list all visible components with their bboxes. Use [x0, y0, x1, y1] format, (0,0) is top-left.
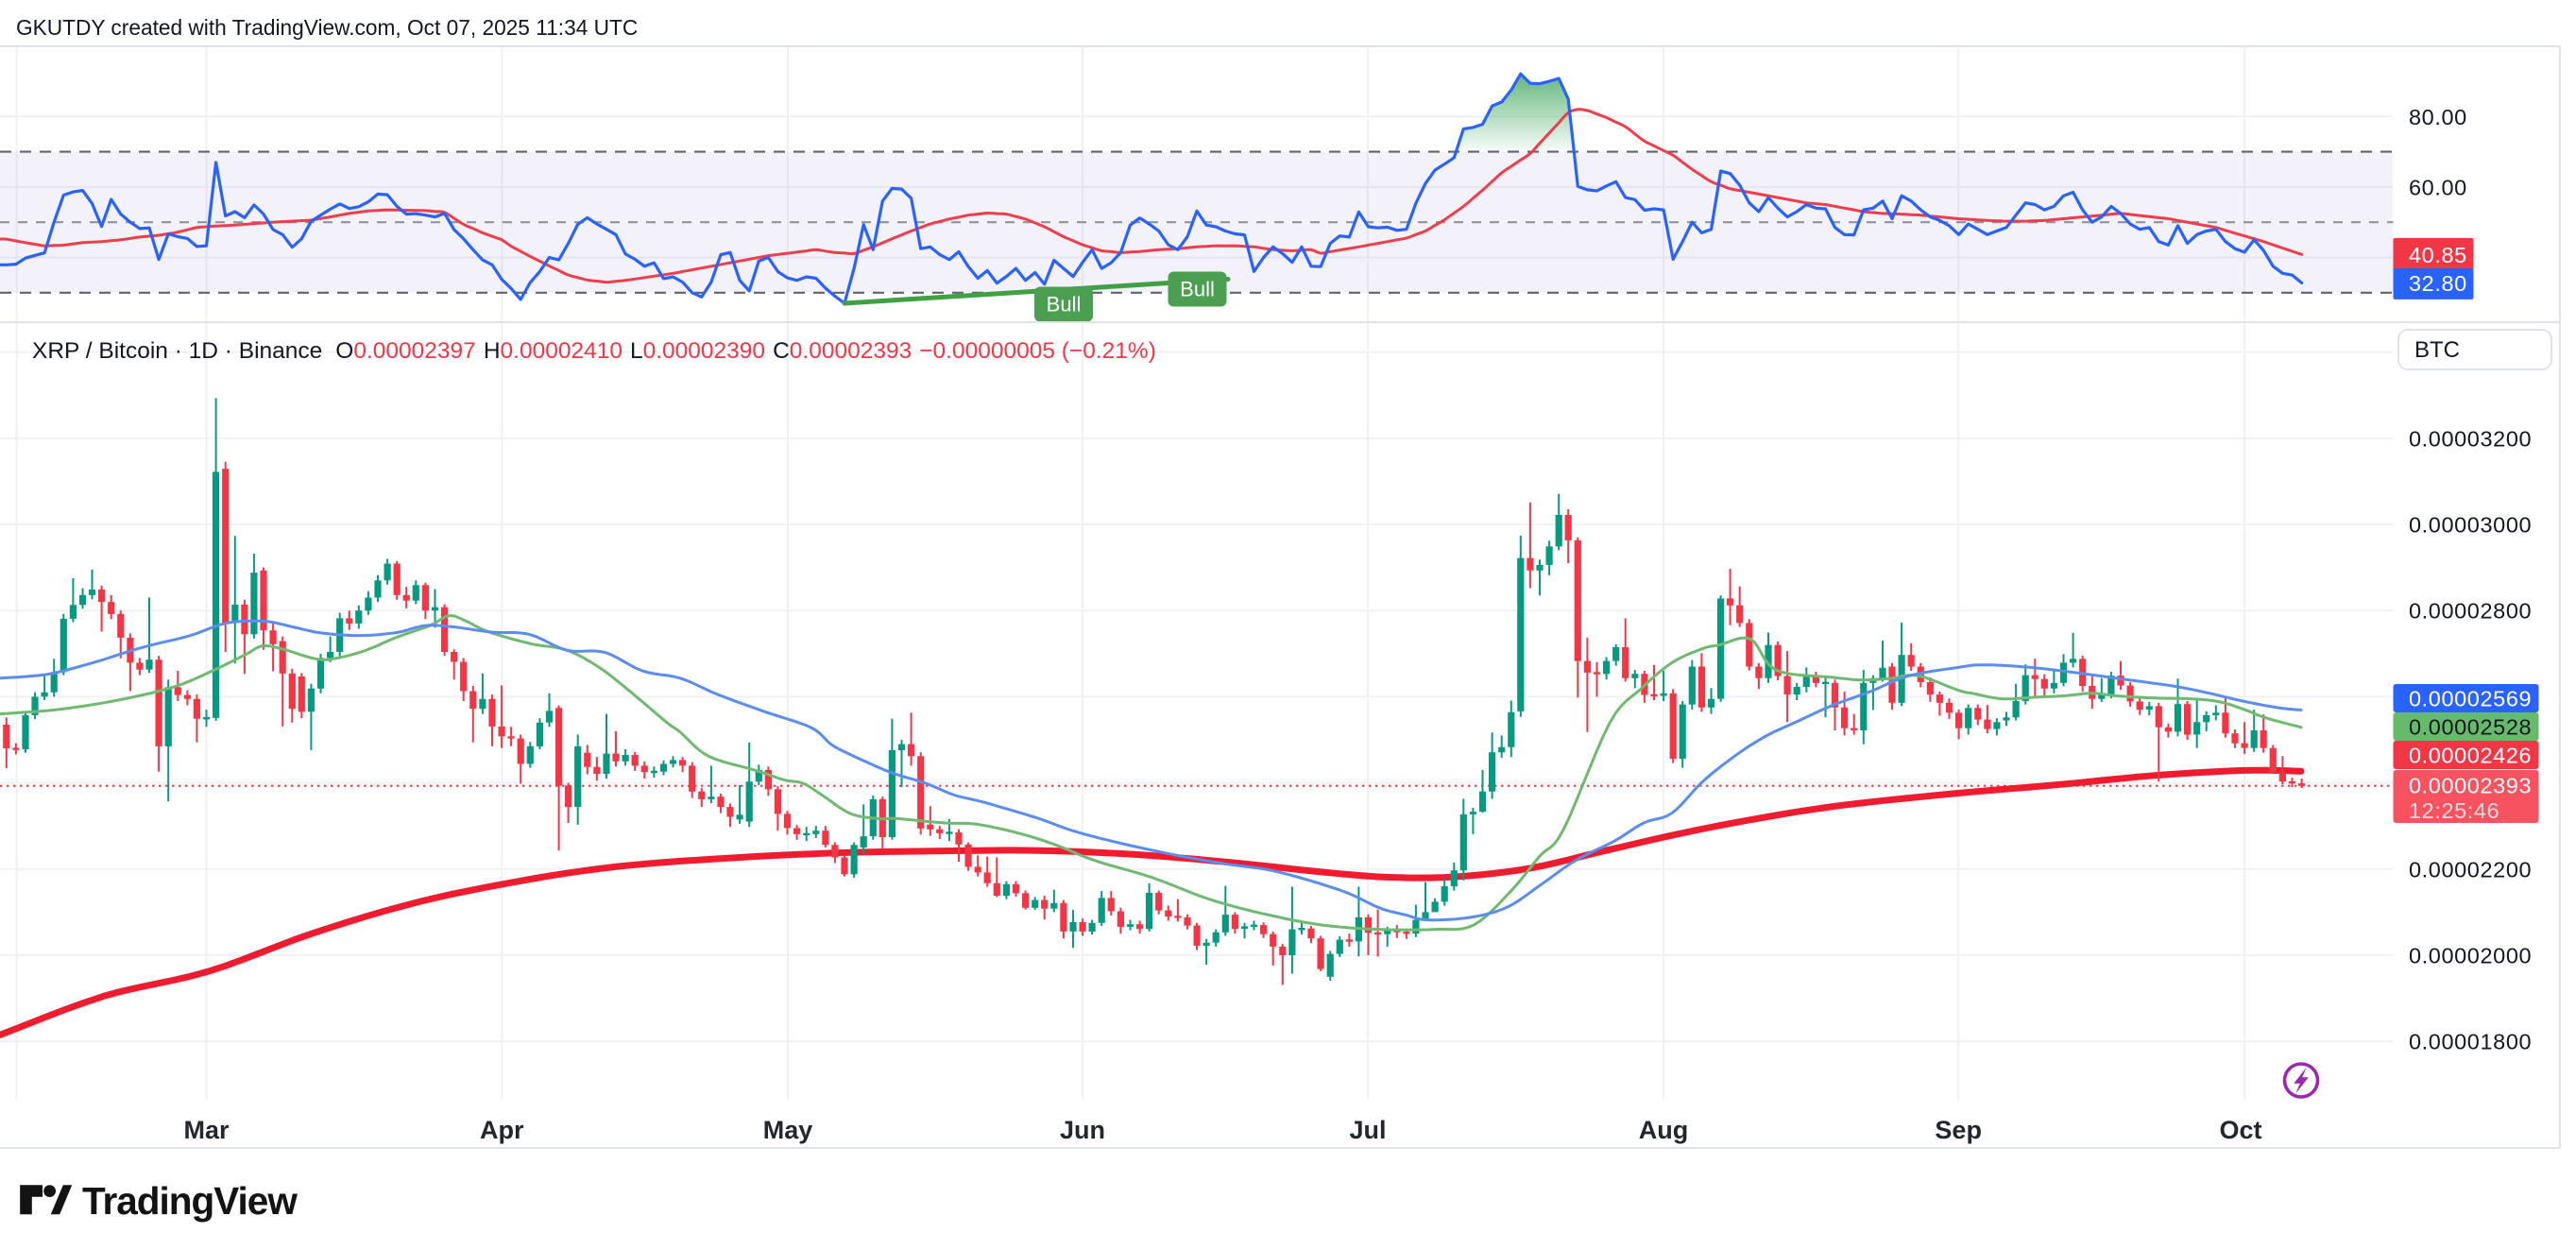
svg-text:0.00002000: 0.00002000	[2409, 944, 2532, 968]
svg-text:60.00: 60.00	[2409, 175, 2467, 199]
svg-text:GKUTDY created with TradingVie: GKUTDY created with TradingView.com, Oct…	[16, 15, 638, 40]
svg-text:TradingView: TradingView	[82, 1179, 298, 1223]
svg-text:40.85: 40.85	[2409, 243, 2467, 267]
svg-text:May: May	[763, 1116, 813, 1144]
svg-text:80.00: 80.00	[2409, 105, 2467, 129]
svg-text:0.00002200: 0.00002200	[2409, 857, 2532, 882]
svg-text:Jul: Jul	[1349, 1116, 1386, 1144]
svg-text:0.00002426: 0.00002426	[2409, 744, 2532, 768]
svg-text:0.00001800: 0.00001800	[2409, 1030, 2532, 1054]
svg-text:Apr: Apr	[480, 1116, 524, 1144]
svg-text:0.00002569: 0.00002569	[2409, 687, 2532, 711]
svg-text:BTC: BTC	[2414, 337, 2460, 363]
svg-text:0.00002393: 0.00002393	[2409, 774, 2532, 798]
svg-text:Sep: Sep	[1935, 1116, 1982, 1144]
svg-text:Oct: Oct	[2219, 1116, 2261, 1144]
svg-text:Mar: Mar	[183, 1116, 230, 1144]
svg-text:Bull: Bull	[1047, 293, 1082, 317]
svg-text:0.00003000: 0.00003000	[2409, 513, 2532, 538]
svg-text:12:25:46: 12:25:46	[2409, 798, 2499, 823]
svg-text:Bull: Bull	[1180, 278, 1215, 301]
svg-text:0.00003200: 0.00003200	[2409, 426, 2532, 451]
svg-text:0.00002528: 0.00002528	[2409, 715, 2532, 740]
svg-text:Aug: Aug	[1639, 1116, 1688, 1144]
svg-text:32.80: 32.80	[2409, 271, 2467, 296]
svg-text:Jun: Jun	[1060, 1116, 1105, 1144]
svg-text:0.00002800: 0.00002800	[2409, 599, 2532, 624]
